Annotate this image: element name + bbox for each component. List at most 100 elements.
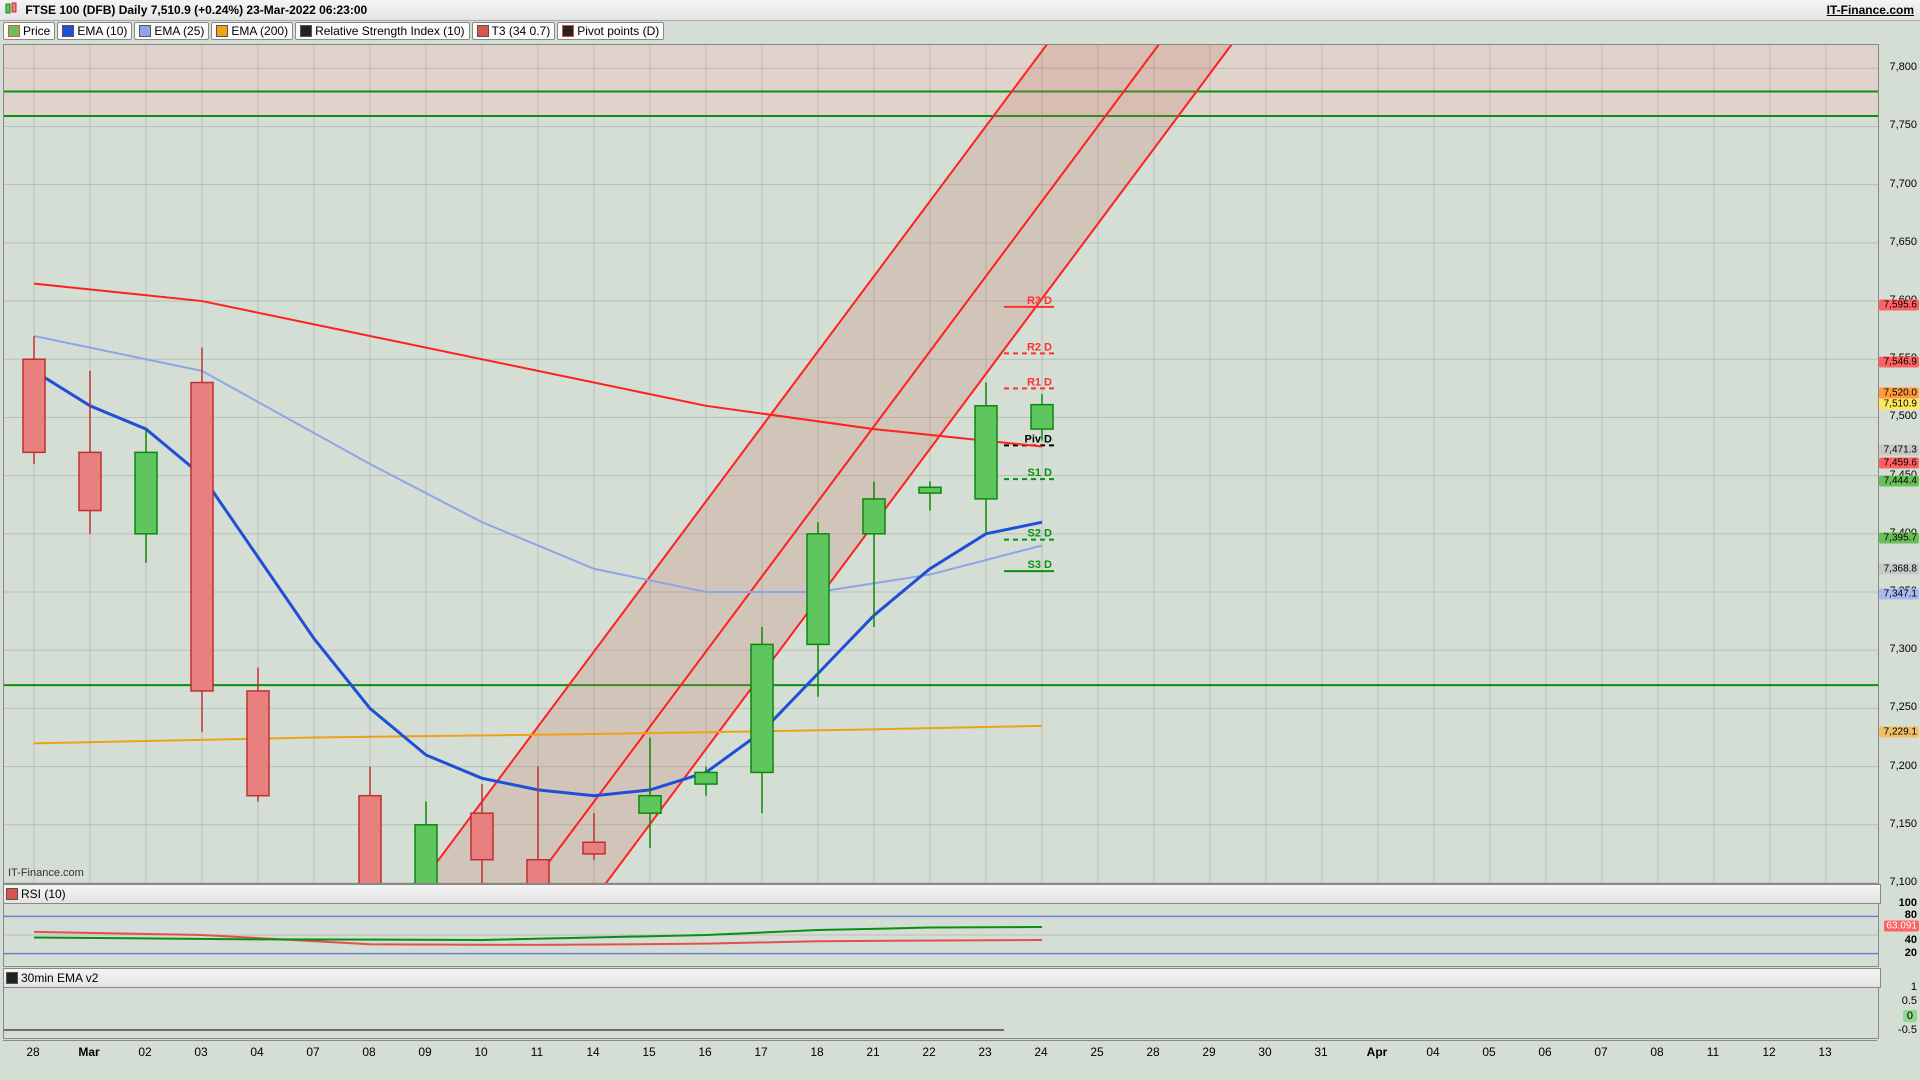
x-tick: 08 bbox=[1650, 1045, 1663, 1059]
ema-swatch bbox=[6, 972, 18, 984]
x-tick: 28 bbox=[1146, 1045, 1159, 1059]
price-tag: 7,520.0 bbox=[1879, 388, 1919, 399]
x-tick: 31 bbox=[1314, 1045, 1327, 1059]
x-tick: 03 bbox=[194, 1045, 207, 1059]
x-tick: 17 bbox=[754, 1045, 767, 1059]
legend-swatch bbox=[477, 25, 489, 37]
x-tick: 11 bbox=[1707, 1045, 1719, 1059]
rsi-panel[interactable] bbox=[3, 903, 1879, 967]
candle-icon bbox=[4, 1, 18, 21]
y-tick: 7,750 bbox=[1889, 119, 1917, 131]
ema-tick: 1 bbox=[1911, 981, 1917, 993]
x-tick: 16 bbox=[698, 1045, 711, 1059]
main-chart[interactable]: R3 D R2 D R1 D Piv D S1 D S2 D S3 D IT-Finance… bbox=[3, 44, 1879, 884]
rsi-tag: 63.091 bbox=[1884, 920, 1919, 931]
x-tick: 11 bbox=[531, 1045, 543, 1059]
legend-label: T3 (34 0.7) bbox=[492, 24, 551, 38]
rsi-tick: 20 bbox=[1905, 947, 1917, 959]
legend-item[interactable]: T3 (34 0.7) bbox=[472, 22, 556, 40]
legend-item[interactable]: Price bbox=[3, 22, 55, 40]
price-tag: 7,595.6 bbox=[1879, 300, 1919, 311]
rsi-swatch bbox=[6, 888, 18, 900]
x-tick: Mar bbox=[78, 1045, 99, 1059]
price-tag: 7,395.7 bbox=[1879, 532, 1919, 543]
legend-label: Relative Strength Index (10) bbox=[315, 24, 464, 38]
x-tick: 04 bbox=[1426, 1045, 1439, 1059]
svg-text:R1 D: R1 D bbox=[1027, 376, 1052, 388]
watermark: IT-Finance.com bbox=[8, 867, 84, 879]
legend-item[interactable]: Relative Strength Index (10) bbox=[295, 22, 469, 40]
legend-item[interactable]: EMA (25) bbox=[134, 22, 209, 40]
ema-label: 30min EMA v2 bbox=[21, 971, 98, 985]
x-tick: 24 bbox=[1034, 1045, 1047, 1059]
x-tick: 05 bbox=[1482, 1045, 1495, 1059]
x-tick: 30 bbox=[1258, 1045, 1271, 1059]
legend-item[interactable]: EMA (200) bbox=[211, 22, 293, 40]
ema-panel[interactable] bbox=[3, 987, 1879, 1039]
svg-text:S1 D: S1 D bbox=[1028, 467, 1053, 479]
price-tag: 7,471.3 bbox=[1879, 444, 1919, 455]
legend-swatch bbox=[300, 25, 312, 37]
legend-label: EMA (25) bbox=[154, 24, 204, 38]
price-tag: 7,546.9 bbox=[1879, 356, 1919, 367]
ema-tick: 0 bbox=[1903, 1010, 1917, 1022]
x-tick: 04 bbox=[250, 1045, 263, 1059]
y-axis-rsi: 20408010063.091 bbox=[1879, 884, 1919, 966]
chart-title: FTSE 100 (DFB) Daily 7,510.9 (+0.24%) 23… bbox=[25, 3, 367, 17]
x-tick: 07 bbox=[1594, 1045, 1607, 1059]
x-tick: 15 bbox=[642, 1045, 655, 1059]
legend-swatch bbox=[62, 25, 74, 37]
y-tick: 7,150 bbox=[1889, 818, 1917, 830]
y-tick: 7,300 bbox=[1889, 643, 1917, 655]
x-tick: 28 bbox=[26, 1045, 39, 1059]
legend-swatch bbox=[8, 25, 20, 37]
x-tick: 08 bbox=[362, 1045, 375, 1059]
rsi-label: RSI (10) bbox=[21, 887, 66, 901]
x-tick: 07 bbox=[306, 1045, 319, 1059]
rsi-svg bbox=[4, 904, 1878, 966]
legend-label: EMA (200) bbox=[231, 24, 288, 38]
svg-text:S3 D: S3 D bbox=[1028, 559, 1053, 571]
legend-bar: Price EMA (10) EMA (25) EMA (200) Relative S… bbox=[3, 22, 664, 40]
svg-text:R2 D: R2 D bbox=[1027, 341, 1052, 353]
svg-text:Piv D: Piv D bbox=[1024, 433, 1052, 445]
svg-text:R3 D: R3 D bbox=[1027, 295, 1052, 307]
x-tick: 10 bbox=[474, 1045, 487, 1059]
x-tick: 06 bbox=[1538, 1045, 1551, 1059]
x-axis: 28Mar02030407080910111415161718212223242… bbox=[3, 1040, 1877, 1071]
price-tag: 7,510.9 bbox=[1879, 398, 1919, 409]
price-tag: 7,347.1 bbox=[1879, 589, 1919, 600]
x-tick: 13 bbox=[1818, 1045, 1831, 1059]
x-tick: Apr bbox=[1367, 1045, 1388, 1059]
legend-item[interactable]: Pivot points (D) bbox=[557, 22, 664, 40]
y-tick: 7,250 bbox=[1889, 701, 1917, 713]
legend-item[interactable]: EMA (10) bbox=[57, 22, 132, 40]
legend-label: Pivot points (D) bbox=[577, 24, 659, 38]
y-tick: 7,200 bbox=[1889, 760, 1917, 772]
x-tick: 23 bbox=[978, 1045, 991, 1059]
legend-swatch bbox=[562, 25, 574, 37]
y-axis-ema: 1 0.5 0 -0.5 bbox=[1879, 968, 1919, 1038]
ema-header: 30min EMA v2 bbox=[3, 968, 1881, 988]
svg-text:S2 D: S2 D bbox=[1028, 528, 1053, 540]
price-tag: 7,229.1 bbox=[1879, 726, 1919, 737]
x-tick: 29 bbox=[1202, 1045, 1215, 1059]
x-tick: 02 bbox=[138, 1045, 151, 1059]
x-tick: 12 bbox=[1762, 1045, 1775, 1059]
y-tick: 7,650 bbox=[1889, 236, 1917, 248]
y-tick: 7,700 bbox=[1889, 178, 1917, 190]
ema-tick: -0.5 bbox=[1898, 1024, 1917, 1036]
x-tick: 14 bbox=[586, 1045, 599, 1059]
y-tick: 7,800 bbox=[1889, 61, 1917, 73]
x-tick: 09 bbox=[418, 1045, 431, 1059]
legend-swatch bbox=[139, 25, 151, 37]
rsi-tick: 40 bbox=[1905, 934, 1917, 946]
x-tick: 21 bbox=[866, 1045, 879, 1059]
site-link[interactable]: IT-Finance.com bbox=[1827, 0, 1914, 20]
rsi-header: RSI (10) bbox=[3, 884, 1881, 904]
ema-tick: 0.5 bbox=[1902, 995, 1917, 1007]
y-axis-main: 7,1007,1507,2007,2507,3007,3507,4007,450… bbox=[1879, 44, 1919, 882]
legend-swatch bbox=[216, 25, 228, 37]
legend-label: EMA (10) bbox=[77, 24, 127, 38]
price-tag: 7,368.8 bbox=[1879, 564, 1919, 575]
